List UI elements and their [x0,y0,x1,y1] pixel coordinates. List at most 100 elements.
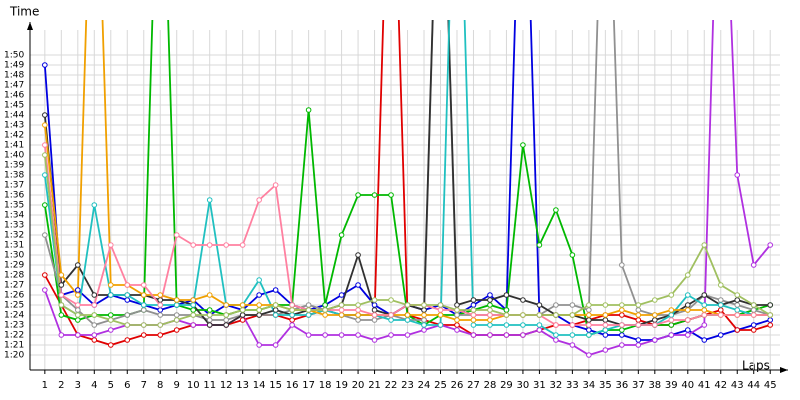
data-point [42,142,48,148]
x-tick-label: 35 [599,380,612,391]
data-point [388,297,394,303]
data-point [684,292,691,298]
data-point [289,302,295,308]
data-point [338,292,345,298]
data-point [157,322,164,328]
data-point [272,302,279,308]
data-point [536,242,543,248]
data-point [322,332,328,338]
data-point [652,312,658,318]
data-point [701,302,708,308]
data-point [338,332,345,338]
y-tick-label: 1:41 [4,141,24,151]
data-point [701,322,708,328]
data-point [553,312,559,318]
data-point [107,282,114,288]
data-point [206,242,213,248]
data-point [371,312,378,318]
y-tick-label: 1:30 [4,251,24,261]
y-tick-label: 1:29 [4,261,24,271]
x-tick-label: 9 [174,380,180,391]
y-tick-label: 1:28 [4,271,24,281]
data-point [619,322,625,328]
x-tick-label: 5 [108,380,114,391]
x-tick-label: 31 [533,380,546,391]
data-point [701,312,708,318]
data-point [734,172,741,178]
data-point [404,312,411,318]
data-point [124,292,131,298]
data-point [355,252,361,258]
data-point [256,342,262,348]
data-point [635,302,642,308]
data-point [520,297,526,303]
data-point [289,322,295,328]
data-point [586,322,592,328]
y-tick-label: 1:22 [4,331,24,341]
data-point [338,232,345,238]
x-tick-label: 38 [648,380,661,391]
data-point [355,307,361,313]
data-point [619,307,625,313]
data-point [635,337,642,343]
y-tick-label: 1:46 [4,91,24,101]
data-point [140,302,147,308]
x-axis-title: Laps [742,359,770,373]
data-point [42,287,48,293]
data-point [91,202,98,208]
data-point [652,322,658,328]
data-point [404,317,411,323]
data-point [503,312,510,318]
x-tick-label: 17 [302,380,315,391]
y-tick-label: 1:47 [4,81,24,91]
data-point [734,292,741,298]
x-tick-label: 43 [731,380,744,391]
data-point [586,312,592,318]
data-point [190,307,197,313]
data-point [454,312,460,318]
data-point [701,292,708,298]
data-point [553,332,559,338]
x-tick-label: 20 [352,380,365,391]
data-point [553,337,559,343]
data-point [668,292,675,298]
x-tick-label: 40 [681,380,694,391]
x-tick-label: 25 [434,380,447,391]
data-point [437,322,444,328]
data-point [652,317,658,323]
data-point [569,332,576,338]
data-point [553,302,559,308]
y-tick-label: 1:43 [4,121,24,131]
y-tick-label: 1:34 [4,211,24,221]
y-tick-label: 1:20 [4,351,24,361]
data-point [421,302,427,308]
data-point [140,282,147,288]
data-point [503,322,510,328]
data-point [371,192,378,198]
data-point [157,312,164,318]
data-point [750,322,757,328]
data-point [124,337,131,343]
data-point [487,292,493,298]
data-point [124,297,131,303]
data-point [503,292,510,298]
x-tick-label: 22 [385,380,398,391]
data-point [520,332,526,338]
x-tick-label: 4 [91,380,97,391]
data-point [619,262,625,268]
data-point [157,332,164,338]
data-point [602,347,609,353]
data-point [223,312,229,318]
data-point [206,322,213,328]
data-point [701,242,708,248]
y-tick-label: 1:38 [4,171,24,181]
data-point [652,297,658,303]
data-point [388,317,394,323]
data-point [421,317,427,323]
data-point [107,317,114,323]
data-point [684,307,691,313]
data-point [190,297,197,303]
y-tick-label: 1:21 [4,341,24,351]
data-point [421,322,427,328]
data-point [619,302,625,308]
